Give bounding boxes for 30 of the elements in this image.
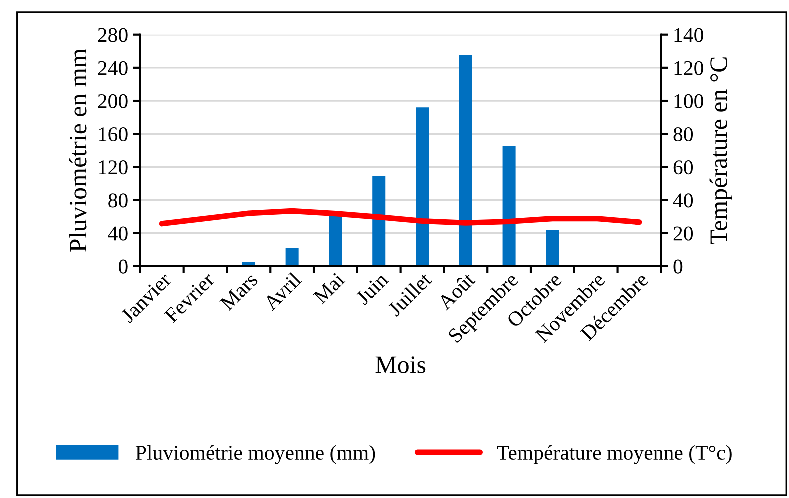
y-tick-label: 240 — [98, 61, 128, 76]
y2-tick-label: 20 — [674, 226, 694, 241]
y-tick-label: 280 — [98, 28, 128, 42]
bar — [286, 248, 299, 266]
y-tick-label: 80 — [108, 194, 128, 208]
y2-axis-title: Température en °C — [710, 58, 732, 245]
bar — [416, 108, 430, 266]
bar — [329, 215, 342, 266]
y-tick-label: 200 — [98, 94, 128, 108]
legend-label: Pluviométrie moyenne (mm) — [136, 445, 376, 464]
y2-tick-label: 100 — [674, 94, 704, 108]
bar — [372, 176, 386, 266]
y2-tick-label: 80 — [674, 127, 694, 142]
y-tick-label: 40 — [108, 226, 128, 241]
y2-tick-label: 60 — [674, 160, 694, 175]
y-tick-label: 0 — [119, 260, 128, 274]
bar — [546, 230, 560, 266]
y-tick-label: 120 — [99, 160, 128, 175]
bar — [502, 146, 516, 266]
y2-tick-label: 140 — [674, 28, 704, 42]
y-axis-title: Pluviométrie en mm — [69, 48, 87, 252]
bar — [459, 56, 472, 266]
y-tick-label: 160 — [99, 127, 128, 142]
x-tick-label: Mai — [312, 272, 346, 305]
x-axis-title: Mois — [376, 356, 426, 374]
y2-tick-label: 0 — [674, 260, 683, 274]
legend-label: Température moyenne (T°c) — [497, 445, 732, 464]
x-tick-label: Juin — [355, 272, 390, 306]
y2-tick-label: 40 — [673, 194, 694, 208]
y2-tick-label: 120 — [674, 61, 704, 76]
